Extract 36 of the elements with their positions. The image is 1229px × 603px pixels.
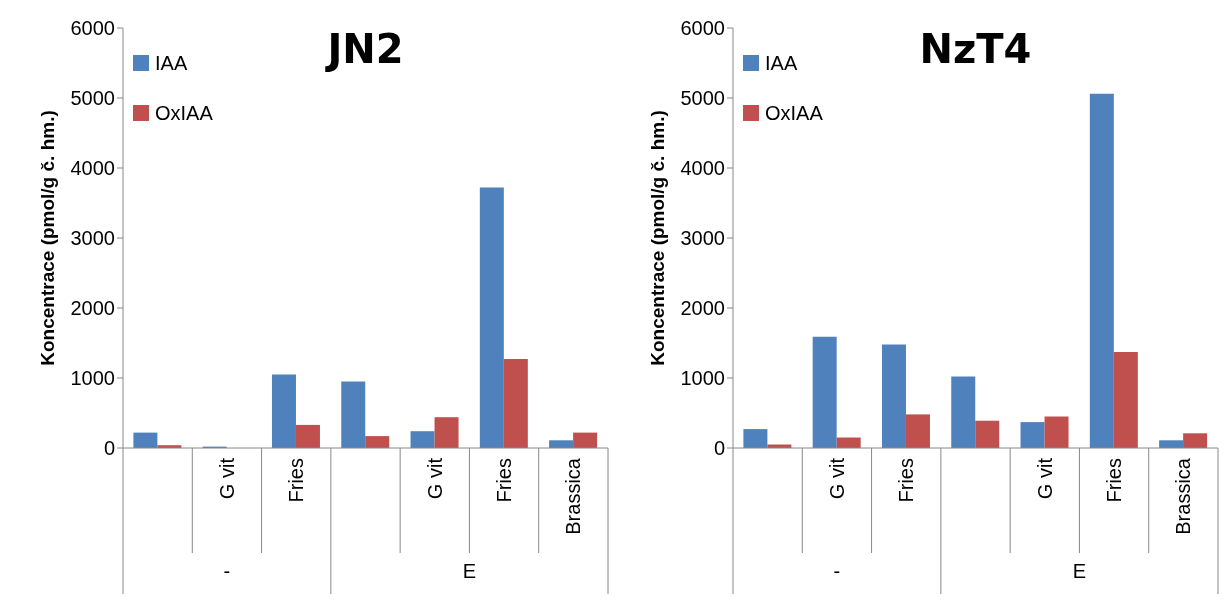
- y-tick-label: 0: [713, 437, 725, 460]
- text: E: [462, 560, 477, 582]
- y-tick-label: 5000: [70, 87, 115, 110]
- y-tick-label: 6000: [70, 17, 115, 40]
- x-tick-label: G vit: [1033, 457, 1056, 500]
- y-tick-label: 4000: [70, 157, 115, 180]
- y-axis-title: Koncentrace (pmol/g č. hm.): [647, 110, 669, 366]
- x-tick-label: Brassica: [1172, 457, 1195, 535]
- y-axis-title: Koncentrace (pmol/g č. hm.): [37, 110, 59, 366]
- x-tick-label: G vit: [825, 457, 848, 500]
- chart-title: NzT4: [919, 26, 1032, 72]
- chart-title: JN2: [327, 26, 404, 72]
- legend-label: IAA: [765, 51, 798, 76]
- text: -: [833, 560, 841, 582]
- y-tick-label: 1000: [70, 367, 115, 390]
- y-tick-label: 3000: [70, 227, 115, 250]
- y-tick-label: 4000: [680, 157, 725, 180]
- y-tick-label: 6000: [680, 17, 725, 40]
- x-tick-label: Fries: [493, 458, 516, 503]
- y-tick-label: 5000: [680, 87, 725, 110]
- legend-label: IAA: [155, 51, 188, 76]
- x-tick-label: G vit: [215, 457, 238, 500]
- x-tick-label: Fries: [1103, 458, 1126, 503]
- x-tick-label: G vit: [423, 457, 446, 500]
- legend-label: OxIAA: [765, 101, 823, 126]
- y-tick-label: 3000: [680, 227, 725, 250]
- x-tick-label: Fries: [895, 458, 918, 503]
- y-tick-label: 2000: [70, 297, 115, 320]
- legend-label: OxIAA: [155, 101, 213, 126]
- x-tick-label: Fries: [285, 458, 308, 503]
- text: -: [223, 560, 231, 582]
- y-tick-label: 0: [103, 437, 115, 460]
- y-tick-label: 2000: [680, 297, 725, 320]
- y-tick-label: 1000: [680, 367, 725, 390]
- x-tick-label: Brassica: [562, 457, 585, 535]
- text: E: [1072, 560, 1087, 582]
